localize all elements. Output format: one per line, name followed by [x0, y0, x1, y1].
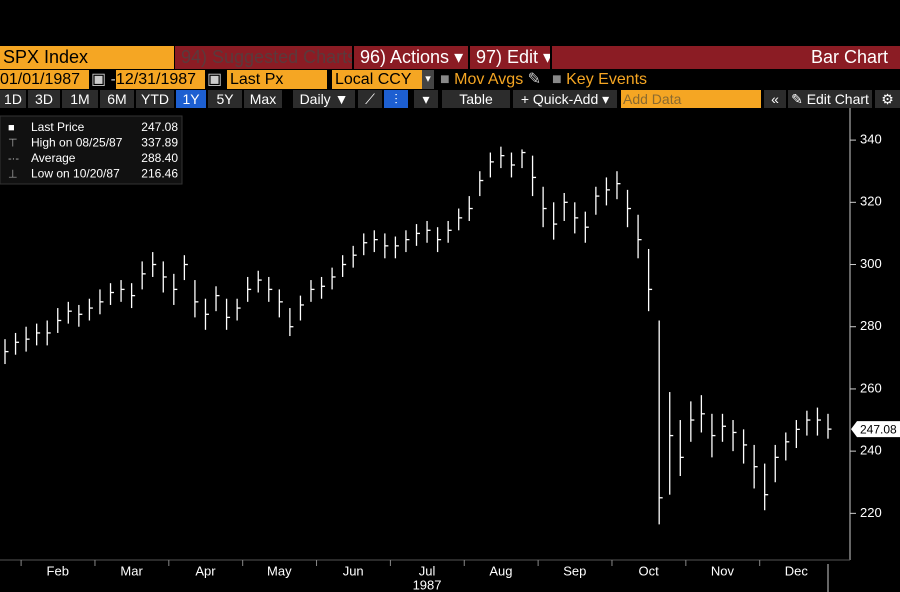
key-events[interactable]: ■ Key Events	[552, 71, 648, 88]
collapse-button[interactable]: «	[764, 90, 786, 108]
legend-value: 216.46	[141, 167, 178, 181]
key-events-label: Key Events	[566, 71, 648, 88]
frequency-select[interactable]: Daily ▼	[293, 90, 355, 108]
x-tick-label: Feb	[47, 563, 69, 578]
x-tick-label: Jun	[343, 563, 364, 578]
x-tick-label: Mar	[120, 563, 143, 578]
legend-name: High on 08/25/87	[31, 136, 123, 150]
period-button[interactable]: 6M	[100, 90, 134, 108]
x-tick-label: Nov	[711, 563, 735, 578]
mov-avgs-label: Mov Avgs	[454, 71, 524, 88]
currency-select[interactable]: Local CCY	[332, 70, 422, 89]
edit-chart[interactable]: ✎ Edit Chart	[788, 90, 872, 108]
x-tick-label: Apr	[195, 563, 216, 578]
x-tick-label: Oct	[639, 563, 660, 578]
period-button[interactable]: 3D	[28, 90, 60, 108]
date-sep: ▣ -	[91, 71, 115, 88]
legend-icon: -·-	[8, 153, 19, 165]
frequency-label: Daily	[299, 91, 331, 107]
legend-box	[0, 115, 183, 185]
field-select[interactable]: Last Px	[227, 70, 327, 89]
calendar-icon[interactable]: ▣	[207, 71, 223, 88]
x-tick-label: Sep	[563, 563, 586, 578]
suggested-charts[interactable]: 94) Suggested Charts	[175, 46, 352, 69]
y-tick-label: 340	[860, 132, 882, 147]
currency-dropdown[interactable]: ▾	[422, 70, 434, 89]
icon-dropdown[interactable]: ▾	[414, 90, 438, 108]
period-button[interactable]: YTD	[136, 90, 174, 108]
last-price-tag	[851, 421, 900, 438]
period-button[interactable]: 5Y	[208, 90, 242, 108]
security-field[interactable]: SPX Index	[0, 46, 174, 69]
last-price-label: 247.08	[860, 422, 897, 436]
y-tick-label: 220	[860, 505, 882, 520]
y-tick-label: 260	[860, 380, 882, 395]
period-button[interactable]: 1M	[62, 90, 98, 108]
x-year-label: 1987	[413, 577, 442, 592]
chart: 220 240 260 280 300 320 340 Feb Mar Apr May Jun Jul A…	[0, 108, 900, 592]
x-tick-label: May	[267, 563, 292, 578]
legend: ■ Last Price 247.08 ⊤ High on 08/25/87 337.89…	[0, 115, 183, 185]
y-tick-label: 240	[860, 443, 882, 458]
x-tick-label: Aug	[489, 563, 512, 578]
y-tick-label: 320	[860, 194, 882, 209]
y-tick-label: 280	[860, 318, 882, 333]
actions-label: 96) Actions	[360, 47, 450, 67]
x-tick-label: Dec	[785, 563, 809, 578]
edit-chart-label: Edit Chart	[806, 91, 869, 107]
x-tick-label: Jul	[419, 563, 436, 578]
bar-icon[interactable]: ⫶	[384, 90, 408, 108]
legend-icon: ⊤	[8, 137, 18, 149]
line-icon[interactable]: ⟋	[358, 90, 382, 108]
legend-value: 337.89	[141, 136, 178, 150]
period-button[interactable]: 1Y	[176, 90, 206, 108]
edit-label: 97) Edit	[476, 47, 539, 67]
legend-icon: ■	[8, 122, 15, 134]
add-data-input[interactable]: Add Data	[621, 90, 761, 108]
table-button[interactable]: Table	[442, 90, 510, 108]
legend-name: Low on 10/20/87	[31, 167, 120, 181]
chart-type: Bar Chart	[552, 46, 900, 69]
end-date[interactable]: 12/31/1987	[116, 70, 205, 89]
legend-name: Average	[31, 151, 76, 165]
edit-menu[interactable]: 97) Edit ▾	[470, 46, 550, 69]
y-tick-label: 300	[860, 256, 882, 271]
legend-value: 247.08	[141, 120, 178, 134]
start-date[interactable]: 01/01/1987	[0, 70, 89, 89]
legend-name: Last Price	[31, 120, 85, 134]
mov-avgs[interactable]: ■ Mov Avgs ✎	[440, 71, 542, 88]
legend-value: 288.40	[141, 151, 178, 165]
quick-add-label: + Quick-Add	[520, 91, 599, 107]
legend-icon: ⊥	[8, 168, 18, 180]
period-button[interactable]: 1D	[0, 90, 26, 108]
settings-gear[interactable]: ⚙	[875, 90, 900, 108]
actions-menu[interactable]: 96) Actions ▾	[354, 46, 468, 69]
period-button[interactable]: Max	[244, 90, 282, 108]
quick-add[interactable]: + Quick-Add ▾	[513, 90, 617, 108]
